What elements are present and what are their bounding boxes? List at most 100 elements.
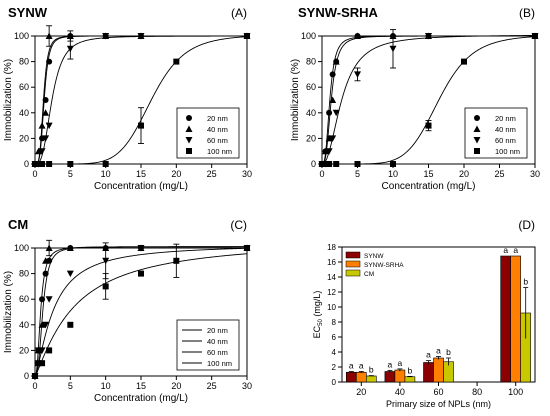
data-point xyxy=(66,244,74,251)
y-tick-label: 40 xyxy=(19,108,29,118)
data-point xyxy=(325,148,333,155)
x-tick-label: 40 xyxy=(395,387,405,397)
y-tick-label: 100 xyxy=(14,31,29,41)
x-tick-label: 30 xyxy=(242,381,252,391)
legend-marker xyxy=(474,148,480,154)
data-point xyxy=(326,109,333,116)
x-tick-label: 25 xyxy=(494,169,504,179)
legend-marker xyxy=(186,115,192,121)
data-point xyxy=(329,135,337,142)
bar xyxy=(345,371,357,383)
data-point xyxy=(425,33,432,40)
bar xyxy=(423,362,434,383)
data-point xyxy=(329,96,337,103)
data-point xyxy=(45,32,53,39)
data-point xyxy=(42,270,49,277)
fit-curve xyxy=(34,253,248,377)
legend-label: 20 nm xyxy=(207,114,228,123)
x-tick-label: 0 xyxy=(32,169,37,179)
legend-marker xyxy=(186,148,192,154)
x-tick-label: 5 xyxy=(68,169,73,179)
panel-letter: (A) xyxy=(231,6,247,20)
significance-letter: a xyxy=(388,359,393,369)
data-point xyxy=(38,122,46,129)
x-tick-label: 20 xyxy=(459,169,469,179)
y-tick-label: 0 xyxy=(24,371,29,381)
legend-box xyxy=(176,319,240,371)
y-tick-label: 14 xyxy=(327,273,336,282)
data-point xyxy=(102,33,110,40)
data-point xyxy=(322,147,330,155)
data-point xyxy=(35,161,42,167)
y-tick-label: 100 xyxy=(14,243,29,253)
data-point xyxy=(38,148,46,155)
significance-letter: a xyxy=(426,350,431,360)
data-point xyxy=(102,161,109,167)
data-point xyxy=(45,296,53,303)
y-axis-label: Immobilization (%) xyxy=(3,59,14,141)
y-tick-label: 8 xyxy=(332,318,337,327)
data-point xyxy=(425,122,432,129)
panel-B: 0 5 10 15 20 25 30 0 20 40 60 80 100 Concentration (m… xyxy=(290,5,540,192)
bar xyxy=(365,375,377,383)
y-tick-label: 20 xyxy=(19,345,29,355)
significance-letter: a xyxy=(349,361,354,371)
data-point xyxy=(173,257,180,264)
x-tick-label: 10 xyxy=(101,169,111,179)
bar xyxy=(355,371,367,383)
x-tick-label: 60 xyxy=(433,387,443,397)
data-point xyxy=(45,122,53,130)
data-point xyxy=(138,122,144,129)
y-tick-label: 2 xyxy=(332,363,337,372)
x-tick-label: 20 xyxy=(171,169,181,179)
data-point xyxy=(332,58,340,65)
data-point xyxy=(46,347,53,354)
data-point xyxy=(137,33,145,40)
x-tick-label: 0 xyxy=(32,381,37,391)
x-tick-label: 30 xyxy=(530,169,540,179)
legend-label: 40 nm xyxy=(207,337,228,346)
legend-label: 100 nm xyxy=(495,147,520,156)
x-tick-label: 25 xyxy=(207,169,217,179)
legend-swatch xyxy=(345,251,361,259)
panel-letter: (D) xyxy=(518,218,535,232)
legend-marker xyxy=(474,115,480,121)
legend-marker xyxy=(473,137,481,144)
x-axis-label: Concentration (mg/L) xyxy=(382,181,476,192)
series-100-nm xyxy=(32,243,250,379)
y-tick-label: 4 xyxy=(332,348,337,357)
data-point xyxy=(32,373,38,379)
series-CM: b b b b xyxy=(365,277,532,383)
significance-letter: a xyxy=(503,245,508,255)
panel-letter: (C) xyxy=(230,218,247,232)
legend-label: 40 nm xyxy=(495,125,516,134)
legend: 20 nm 40 nm 60 nm 100 nm xyxy=(176,319,240,371)
significance-letter: b xyxy=(446,347,451,357)
data-point xyxy=(35,360,42,367)
panel-letter: (B) xyxy=(519,6,535,20)
bar xyxy=(384,371,396,383)
data-point xyxy=(325,134,333,142)
significance-letter: a xyxy=(398,358,403,368)
data-point xyxy=(46,58,53,65)
legend: 20 nm 40 nm 60 nm 100 nm xyxy=(464,107,528,159)
data-point xyxy=(67,321,74,328)
panel-title: SYNW xyxy=(8,5,48,20)
data-point xyxy=(66,32,74,39)
y-tick-label: 40 xyxy=(19,320,29,330)
x-tick-label: 10 xyxy=(388,169,398,179)
x-tick-label: 25 xyxy=(207,381,217,391)
significance-letter: a xyxy=(513,245,518,255)
data-point xyxy=(390,161,396,167)
bar xyxy=(510,255,522,383)
y-tick-label: 18 xyxy=(327,243,336,252)
x-axis-label: Concentration (mg/L) xyxy=(94,181,188,192)
x-tick-label: 15 xyxy=(136,169,146,179)
y-tick-label: 60 xyxy=(306,82,316,92)
significance-letter: a xyxy=(359,361,364,371)
series-100-nm xyxy=(32,33,250,167)
data-point xyxy=(39,161,46,167)
legend-label: 60 nm xyxy=(207,136,228,145)
